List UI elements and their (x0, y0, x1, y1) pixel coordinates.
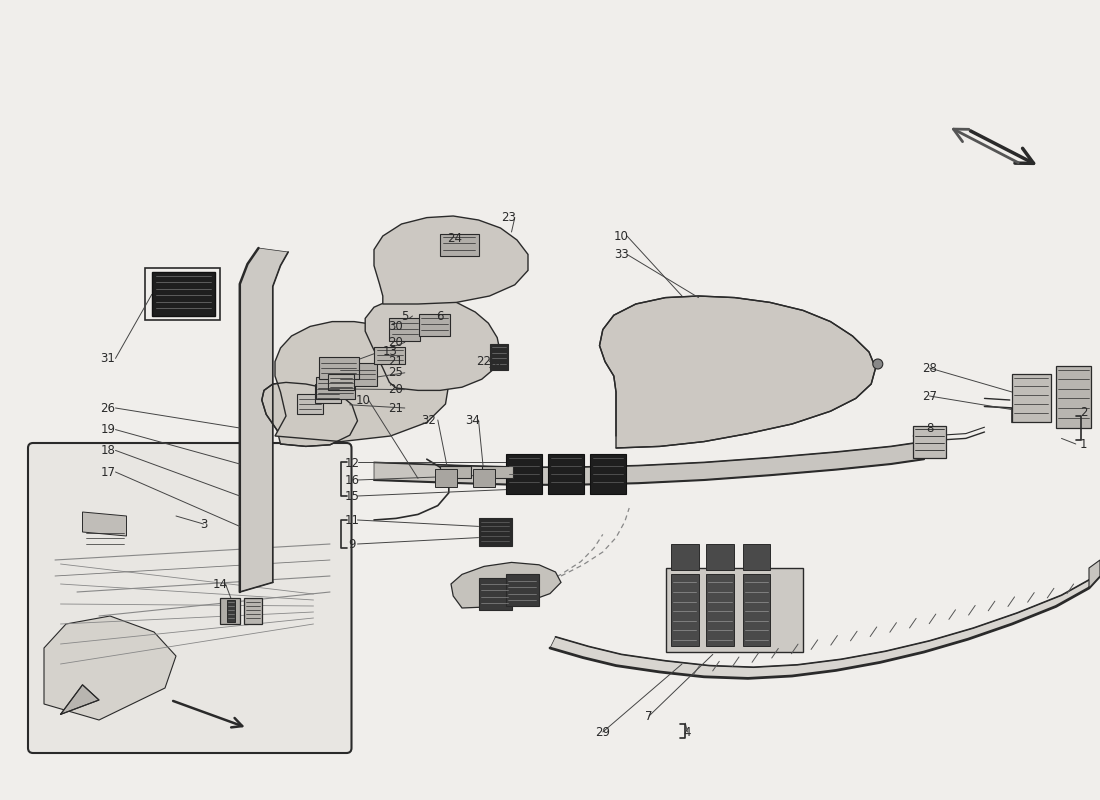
Text: 30: 30 (388, 320, 404, 333)
FancyBboxPatch shape (28, 443, 352, 753)
Text: 3: 3 (200, 518, 207, 530)
Text: 13: 13 (383, 346, 398, 358)
Polygon shape (240, 248, 288, 592)
Text: 14: 14 (487, 358, 503, 370)
Text: 27: 27 (922, 390, 937, 402)
Text: 9: 9 (349, 538, 355, 550)
Polygon shape (506, 454, 542, 494)
Polygon shape (297, 394, 323, 414)
Polygon shape (550, 566, 1100, 678)
Polygon shape (671, 574, 698, 646)
Polygon shape (478, 518, 512, 546)
Polygon shape (671, 544, 698, 570)
Circle shape (872, 359, 883, 369)
Text: 6: 6 (437, 310, 443, 322)
Polygon shape (374, 216, 528, 304)
Text: 20: 20 (388, 336, 404, 349)
Polygon shape (440, 234, 478, 256)
Polygon shape (600, 296, 876, 448)
Polygon shape (262, 382, 358, 446)
Polygon shape (1089, 560, 1100, 588)
Polygon shape (82, 512, 126, 536)
Polygon shape (44, 616, 176, 720)
Text: 1: 1 (1080, 438, 1087, 450)
Polygon shape (227, 600, 235, 622)
Text: 21: 21 (388, 402, 404, 414)
Text: 8: 8 (926, 422, 933, 434)
Text: 16: 16 (344, 474, 360, 486)
Text: 28: 28 (922, 362, 937, 374)
Polygon shape (590, 454, 626, 494)
Text: 31: 31 (100, 352, 116, 365)
Text: 14: 14 (212, 578, 228, 590)
Bar (506, 574, 539, 606)
Text: 4: 4 (684, 726, 691, 738)
Polygon shape (434, 469, 456, 487)
Polygon shape (742, 574, 770, 646)
Polygon shape (666, 568, 803, 652)
Polygon shape (60, 685, 99, 714)
Polygon shape (220, 598, 240, 624)
Text: 17: 17 (100, 466, 116, 478)
Polygon shape (451, 562, 561, 608)
Polygon shape (473, 469, 495, 487)
Text: 11: 11 (344, 514, 360, 526)
Polygon shape (389, 318, 420, 341)
Bar (478, 578, 512, 610)
Polygon shape (316, 377, 355, 399)
Polygon shape (706, 574, 734, 646)
Polygon shape (1012, 374, 1050, 422)
Text: 7: 7 (646, 710, 652, 722)
Polygon shape (338, 363, 377, 386)
Text: 12: 12 (344, 458, 360, 470)
Text: 15: 15 (344, 490, 360, 502)
Text: 29: 29 (595, 726, 610, 738)
Text: 2: 2 (1080, 406, 1087, 418)
Text: 22: 22 (476, 355, 492, 368)
Polygon shape (374, 442, 924, 485)
Polygon shape (706, 544, 734, 570)
Text: 24: 24 (447, 232, 462, 245)
Text: 23: 23 (500, 211, 516, 224)
Text: 18: 18 (100, 444, 116, 457)
Polygon shape (315, 384, 341, 403)
Text: 21: 21 (388, 355, 404, 368)
Text: 10: 10 (355, 394, 371, 406)
Polygon shape (365, 296, 501, 390)
Polygon shape (490, 344, 508, 370)
Polygon shape (244, 598, 262, 624)
Text: 33: 33 (614, 248, 629, 261)
Text: 34: 34 (465, 414, 481, 426)
Polygon shape (319, 357, 359, 379)
Polygon shape (913, 426, 946, 458)
Polygon shape (419, 314, 450, 336)
Polygon shape (482, 466, 513, 478)
Polygon shape (742, 544, 770, 570)
Polygon shape (152, 272, 214, 316)
Polygon shape (374, 347, 405, 364)
Polygon shape (275, 322, 449, 442)
Text: 19: 19 (100, 423, 116, 436)
Text: 32: 32 (421, 414, 437, 426)
Text: 5: 5 (402, 310, 408, 322)
Text: 10: 10 (614, 230, 629, 242)
Text: 20: 20 (388, 383, 404, 396)
Polygon shape (548, 454, 584, 494)
Text: 26: 26 (100, 402, 116, 414)
Polygon shape (1056, 366, 1091, 428)
Polygon shape (328, 374, 354, 390)
Text: 25: 25 (388, 366, 404, 379)
Polygon shape (440, 466, 471, 478)
